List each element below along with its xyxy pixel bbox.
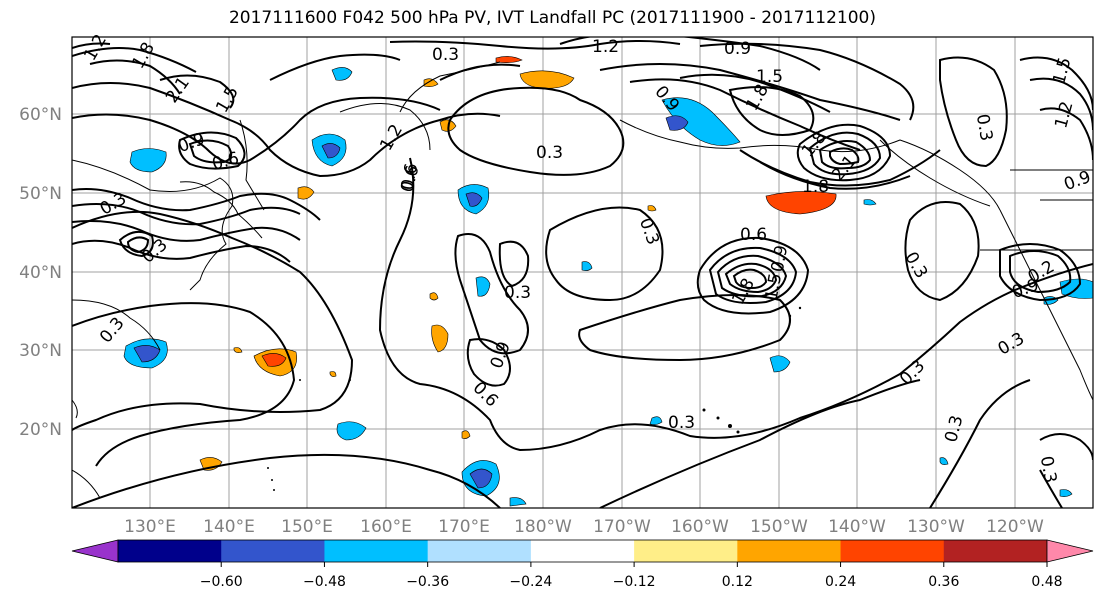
colorbar-tick-label: 0.24 — [825, 574, 856, 590]
contour-label: 0.3 — [668, 413, 695, 433]
colorbar-tick-label: 0.12 — [722, 574, 753, 590]
contour-label: 0.3 — [972, 113, 996, 143]
colorbar-segment — [324, 540, 429, 562]
lon-label: 140°E — [203, 517, 255, 537]
lon-label: 180°W — [514, 517, 572, 537]
contour-label: 1.8 — [802, 177, 829, 197]
lon-label: 160°W — [671, 517, 729, 537]
colorbar-extend-low — [71, 539, 119, 563]
colorbar-segment — [530, 540, 635, 562]
colorbar-tick-label: −0.36 — [406, 574, 449, 590]
contour-label: 1.5 — [756, 67, 783, 87]
contour-label: 0.9 — [724, 39, 751, 59]
colorbar-segment — [840, 540, 945, 562]
lon-labels: 130°E 140°E 150°E 160°E 170°E 180°W 170°… — [124, 517, 1044, 537]
colorbar-tick-label: 0.36 — [928, 574, 959, 590]
lon-label: 150°W — [750, 517, 808, 537]
lon-label: 140°W — [828, 517, 886, 537]
lon-label: 170°E — [438, 517, 490, 537]
colorbar-tick-label: −0.48 — [303, 574, 346, 590]
pv-contours — [72, 37, 1093, 508]
colorbar-segment — [427, 540, 532, 562]
colorbar-tick-label: 0.48 — [1031, 574, 1062, 590]
islands — [267, 306, 802, 491]
lon-label: 120°W — [986, 517, 1044, 537]
contour-label: 0.9 — [768, 244, 792, 274]
colorbar-tick-label: −0.60 — [200, 574, 243, 590]
colorbar-extend-high — [1046, 539, 1094, 563]
contour-label: 0.3 — [536, 143, 563, 163]
contour-label: 0.6 — [398, 162, 422, 192]
lat-label: 30°N — [19, 341, 62, 361]
lon-label: 130°E — [124, 517, 176, 537]
lat-label: 20°N — [19, 420, 62, 440]
lon-label: 160°E — [360, 517, 412, 537]
contour-label: 0.3 — [432, 45, 459, 65]
lon-label: 130°W — [907, 517, 965, 537]
colorbar-segment — [634, 540, 738, 562]
contour-label: 1.2 — [592, 37, 619, 57]
colorbar-segment — [943, 540, 1048, 562]
lon-label: 170°W — [593, 517, 651, 537]
colorbar-tick-label: −0.24 — [509, 574, 552, 590]
map-title: 2017111600 F042 500 hPa PV, IVT Landfall… — [228, 8, 876, 28]
contour-label: 0.6 — [740, 225, 767, 245]
lon-label: 150°E — [281, 517, 333, 537]
lat-label: 60°N — [19, 105, 62, 125]
contour-label: 0.3 — [504, 283, 531, 303]
colorbar: −0.60 −0.48 −0.36 −0.24 −0.12 0.12 0.24 0.36 0.4… — [71, 539, 1094, 590]
lat-label: 40°N — [19, 263, 62, 283]
contour-label: 0.3 — [1036, 455, 1060, 485]
lat-labels: 60°N 50°N 40°N 30°N 20°N — [19, 105, 62, 440]
contour-label: 1.5 — [762, 272, 786, 302]
lat-label: 50°N — [19, 184, 62, 204]
coastlines — [72, 61, 1093, 499]
colorbar-segment — [737, 540, 842, 562]
colorbar-segment — [118, 540, 222, 562]
colorbar-segment — [221, 540, 325, 562]
map-frame — [71, 36, 1094, 509]
colorbar-tick-label: −0.12 — [613, 574, 656, 590]
shaded-anomalies — [123, 56, 1093, 507]
